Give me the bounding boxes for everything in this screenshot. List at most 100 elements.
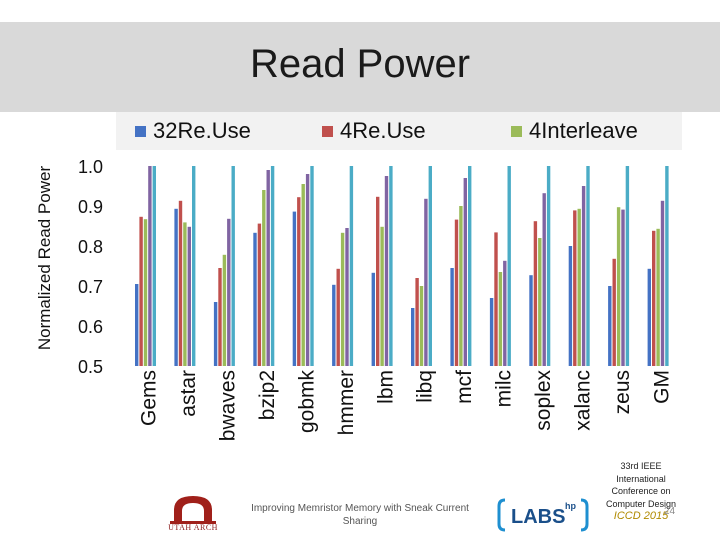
y-tick-label: 1.0 — [78, 157, 103, 177]
bar-astar-series-4 — [187, 226, 191, 366]
bar-astar-series-3 — [183, 222, 187, 366]
bar-gm-series-1 — [647, 268, 651, 366]
legend-band — [116, 112, 682, 150]
category-label-bzip2: bzip2 — [256, 370, 279, 420]
bar-gobmk-series-2 — [297, 197, 301, 366]
bar-gobmk-series-4 — [305, 174, 310, 366]
bar-hmmer-series-3 — [340, 232, 345, 366]
bar-bwaves-series-3 — [222, 254, 227, 366]
bar-zeus-series-3 — [616, 207, 621, 366]
bar-xalanc-series-1 — [568, 246, 573, 366]
y-tick-labels: 0.5 0.6 0.7 0.8 0.9 1.0 — [78, 157, 103, 377]
conference-line-1: 33rd IEEE — [620, 461, 662, 471]
legend-label-4reuse: 4Re.Use — [340, 118, 426, 143]
bar-lbm-series-3 — [380, 226, 384, 366]
y-tick-label: 0.9 — [78, 197, 103, 217]
slide-title: Read Power — [249, 42, 471, 86]
bar-lbm-series-4 — [384, 176, 389, 366]
bar-bzip2-series-1 — [253, 232, 257, 366]
category-label-astar: astar — [177, 370, 200, 417]
category-label-gobmk: gobmk — [295, 370, 318, 434]
bar-zeus-series-4 — [621, 209, 625, 366]
utah-logo-text: UTAH ARCH — [168, 523, 218, 532]
category-labels: Gems astar bwaves bzip2 gobmk hmmer lbm libq mcf… — [138, 370, 674, 442]
bar-hmmer-series-1 — [332, 284, 336, 366]
bar-libq-series-4 — [424, 198, 428, 366]
category-label-gm: GM — [650, 370, 673, 404]
bar-hmmer-series-2 — [336, 268, 340, 366]
bar-milc-series-3 — [498, 272, 503, 366]
category-label-hmmer: hmmer — [335, 370, 358, 435]
bar-xalanc-series-5 — [586, 166, 590, 366]
bar-gm-series-2 — [652, 230, 656, 366]
bar-lbm-series-5 — [389, 166, 393, 366]
bar-gems-series-3 — [143, 219, 148, 366]
bar-hmmer-series-4 — [345, 228, 349, 366]
bar-bzip2-series-4 — [266, 170, 270, 366]
category-label-soplex: soplex — [532, 370, 555, 431]
bar-bzip2-series-5 — [270, 166, 275, 366]
bar-gm-series-4 — [660, 200, 665, 366]
category-label-bwaves: bwaves — [217, 370, 240, 441]
bar-bwaves-series-2 — [218, 268, 222, 366]
bar-bzip2-series-3 — [262, 190, 266, 366]
conference-line-2: International — [616, 473, 666, 484]
utah-arch-logo — [170, 496, 216, 524]
bar-soplex-series-2 — [533, 221, 538, 366]
y-tick-label: 0.8 — [78, 237, 103, 257]
bar-gems-series-5 — [152, 166, 156, 366]
bar-lbm-series-2 — [376, 196, 380, 366]
bar-hmmer-series-5 — [349, 166, 354, 366]
legend-label-4interleave: 4Interleave — [529, 118, 638, 143]
bar-xalanc-series-3 — [577, 208, 581, 366]
bar-astar-series-2 — [178, 200, 183, 366]
bar-milc-series-2 — [494, 232, 498, 366]
bar-soplex-series-4 — [542, 193, 546, 366]
bar-bwaves-series-1 — [213, 302, 218, 366]
category-label-lbm: lbm — [374, 370, 397, 404]
bar-mcf-series-4 — [463, 178, 467, 366]
bar-gobmk-series-1 — [292, 211, 297, 366]
bar-gobmk-series-3 — [301, 184, 305, 366]
bar-milc-series-5 — [507, 166, 511, 366]
bar-astar-series-5 — [192, 166, 196, 366]
category-label-xalanc: xalanc — [571, 370, 594, 431]
hp-labs-logo: LABS hp — [497, 498, 589, 532]
legend-swatch-32reuse — [135, 126, 146, 137]
bar-mcf-series-3 — [459, 206, 463, 366]
bar-bwaves-series-4 — [227, 218, 231, 366]
conference-caption: 33rd IEEE International Conference on Co… — [596, 460, 686, 523]
bar-zeus-series-1 — [608, 286, 612, 366]
y-tick-label: 0.7 — [78, 277, 103, 297]
bar-bwaves-series-5 — [231, 166, 235, 366]
bar-astar-series-1 — [174, 208, 178, 366]
bar-xalanc-series-4 — [581, 186, 586, 366]
bar-mcf-series-5 — [468, 166, 472, 366]
bars-group — [135, 166, 669, 366]
bar-mcf-series-2 — [454, 219, 459, 366]
bar-libq-series-2 — [415, 278, 419, 366]
bar-xalanc-series-2 — [573, 210, 577, 366]
bar-milc-series-4 — [503, 260, 507, 366]
y-tick-label: 0.5 — [78, 357, 103, 377]
labs-logo-sup: hp — [565, 501, 576, 511]
bar-gems-series-1 — [135, 284, 139, 366]
bar-bzip2-series-2 — [257, 223, 262, 366]
bar-gm-series-3 — [656, 228, 660, 366]
bar-gems-series-2 — [139, 216, 143, 366]
category-label-gems: Gems — [138, 370, 161, 426]
conference-line-3: Conference on — [611, 486, 671, 496]
bar-soplex-series-3 — [538, 238, 542, 366]
slide-number: 24 — [664, 506, 676, 517]
legend-swatch-4reuse — [322, 126, 333, 137]
bar-zeus-series-5 — [625, 166, 630, 366]
conference-line-4: Computer Design — [605, 498, 677, 509]
bar-soplex-series-1 — [529, 275, 533, 366]
bar-milc-series-1 — [489, 298, 494, 366]
category-label-milc: milc — [493, 370, 516, 407]
bar-soplex-series-5 — [546, 166, 551, 366]
bar-gems-series-4 — [148, 166, 152, 366]
bar-zeus-series-2 — [612, 258, 616, 366]
category-label-mcf: mcf — [453, 370, 476, 404]
